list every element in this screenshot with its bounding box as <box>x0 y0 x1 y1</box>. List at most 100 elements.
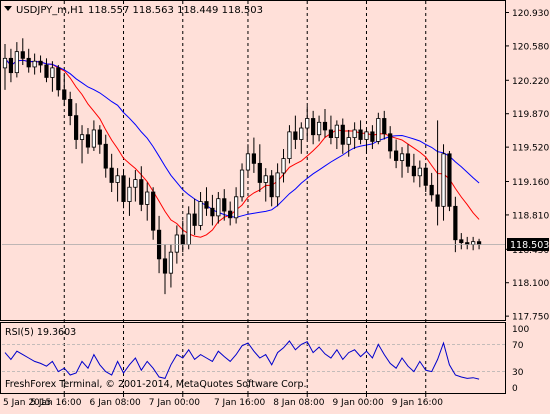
time-tick-label: 7 Jan 00:00 <box>149 398 201 408</box>
candle <box>423 163 428 193</box>
candle <box>311 110 316 145</box>
candle <box>322 108 328 138</box>
candle <box>281 149 286 183</box>
price-tick-label: 117.750 <box>512 313 549 323</box>
candle <box>127 177 132 216</box>
candle <box>97 125 102 154</box>
candle <box>50 61 55 92</box>
candle <box>168 244 174 288</box>
candle <box>192 198 197 235</box>
candle <box>352 122 357 150</box>
candle <box>346 129 351 157</box>
candle <box>32 53 37 75</box>
candle <box>68 91 73 126</box>
candle <box>269 170 274 207</box>
indicator-frame <box>0 322 506 394</box>
chart-grid <box>63 1 427 393</box>
candlestick-series <box>2 38 505 295</box>
candle <box>376 112 381 145</box>
price-tick-label: 119.870 <box>512 110 549 120</box>
time-tick-label: 6 Jan 08:00 <box>90 398 142 408</box>
candle <box>435 120 440 226</box>
current-price-label: 118.503 <box>510 240 549 251</box>
ohlc-readout: 118.557 118.563 118.449 118.503 <box>88 5 263 16</box>
rsi-line <box>4 340 480 380</box>
current-price-tag: 118.503 <box>507 238 549 251</box>
candle <box>476 238 482 250</box>
candle <box>56 65 61 97</box>
candle <box>447 150 452 212</box>
time-tick-label: 8 Jan 08:00 <box>273 398 325 408</box>
candle <box>471 236 476 251</box>
candle <box>358 120 363 145</box>
candle <box>180 220 185 253</box>
candle <box>139 166 144 212</box>
candle <box>85 128 91 154</box>
candle <box>299 122 304 154</box>
price-tick-label: 120.580 <box>512 42 549 52</box>
candle <box>216 192 221 224</box>
moving-averages <box>4 57 480 238</box>
candle <box>121 170 126 209</box>
candle <box>399 147 405 178</box>
candle <box>234 187 239 224</box>
time-tick-label: 5 Jan 2015 <box>3 398 51 408</box>
candle <box>293 115 298 150</box>
candle <box>316 115 322 142</box>
candle <box>133 170 138 202</box>
candle <box>287 125 292 164</box>
candle <box>364 128 369 154</box>
candle <box>186 206 191 250</box>
candle <box>103 134 108 178</box>
candle <box>459 233 464 250</box>
rsi-level-label: 70 <box>512 341 524 351</box>
candle <box>145 182 150 221</box>
time-tick-label: 9 Jan 00:00 <box>332 398 384 408</box>
rsi-level-label: 0 <box>512 384 518 394</box>
candle <box>405 144 411 173</box>
candle <box>453 196 458 253</box>
price-axis: 120.930 120.580 120.220 119.870 119.520 119.1… <box>505 9 549 323</box>
rsi-panel: 100 70 30 0 <box>2 325 529 394</box>
candle <box>334 120 339 150</box>
price-tick-label: 119.520 <box>512 144 549 154</box>
candle <box>38 55 43 73</box>
candle <box>115 168 120 202</box>
candle <box>251 137 256 173</box>
candle <box>263 168 268 202</box>
candle <box>79 125 85 164</box>
fast-ma-line <box>4 57 480 238</box>
candle <box>151 187 156 240</box>
time-tick-label: 9 Jan 16:00 <box>392 398 444 408</box>
candle <box>370 125 375 150</box>
candle <box>8 48 14 83</box>
time-tick-label: 5 Jan 16:00 <box>30 398 82 408</box>
candle <box>382 110 387 140</box>
current-price-box <box>507 238 549 251</box>
candle <box>20 38 25 66</box>
candle <box>411 153 416 183</box>
chart-header: USDJPY_m,H1 118.557 118.563 118.449 118.… <box>4 5 263 16</box>
candle <box>2 44 8 90</box>
copyright-text: FreshForex Terminal, © 2001-2014, MetaQu… <box>5 379 307 390</box>
price-tick-label: 120.220 <box>512 77 549 87</box>
candle <box>275 163 280 207</box>
candle <box>14 42 19 78</box>
candle <box>204 187 209 216</box>
candle <box>91 120 96 151</box>
candle <box>222 189 227 221</box>
candle <box>245 144 251 178</box>
symbol-label: USDJPY_m,H1 <box>16 5 84 16</box>
candle <box>210 194 215 226</box>
candle <box>441 144 446 221</box>
chevron-down-icon[interactable] <box>4 6 12 11</box>
rsi-level-label: 30 <box>512 368 524 378</box>
price-tick-label: 118.810 <box>512 211 549 221</box>
candle <box>340 118 345 154</box>
candle <box>429 172 434 202</box>
candle <box>198 192 203 231</box>
candle <box>26 48 31 73</box>
